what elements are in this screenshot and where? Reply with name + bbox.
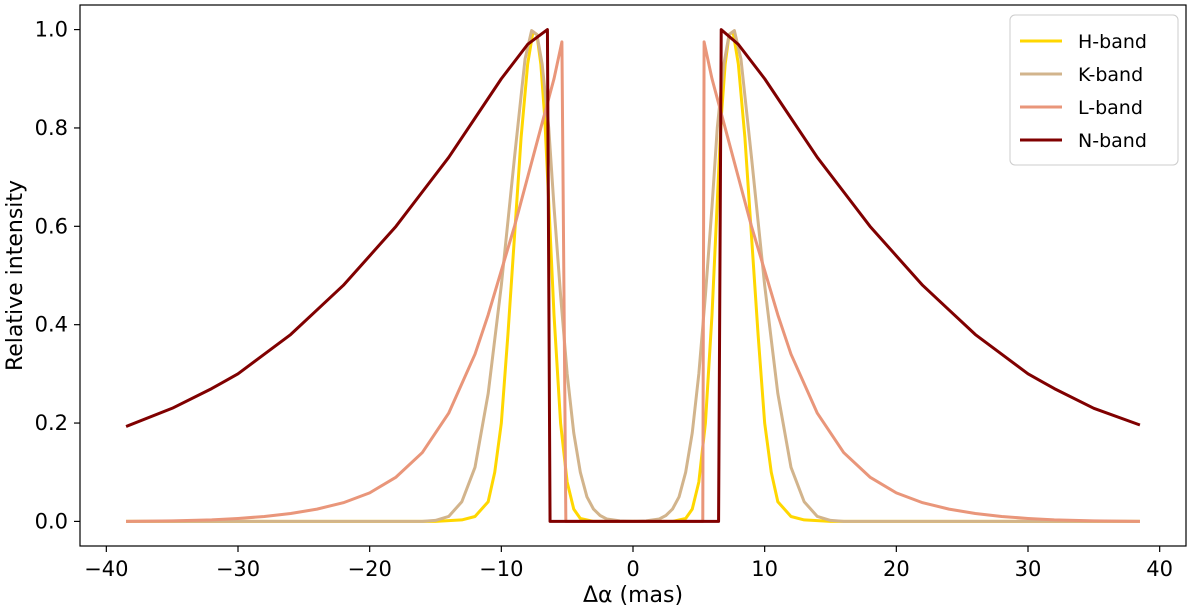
y-axis-ticks: 0.0 0.2 0.4 0.6 0.8 1.0 (35, 18, 80, 533)
y-tick-label: 0.0 (35, 509, 68, 533)
legend-label-k-band: K-band (1078, 64, 1143, 86)
x-axis-ticks: −40 −30 −20 −10 0 10 20 30 40 (84, 546, 1173, 581)
x-tick-label: 20 (883, 557, 910, 581)
series-line-h-band (126, 30, 1140, 523)
x-tick-label: −20 (348, 557, 392, 581)
x-axis-label: Δα (mas) (583, 583, 683, 608)
x-tick-label: −40 (84, 557, 128, 581)
y-tick-label: 0.4 (35, 313, 68, 337)
y-tick-label: 0.8 (35, 116, 68, 140)
x-tick-label: 40 (1146, 557, 1173, 581)
legend-box (1009, 14, 1179, 166)
x-tick-label: −30 (216, 557, 260, 581)
series-layer (125, 28, 1141, 523)
x-tick-label: 0 (626, 557, 639, 581)
legend-label-n-band: N-band (1078, 130, 1147, 152)
x-tick-label: −10 (479, 557, 523, 581)
legend-label-h-band: H-band (1078, 31, 1147, 53)
x-tick-label: 30 (1015, 557, 1042, 581)
y-axis-label: Relative intensity (3, 180, 28, 371)
series-line-l-band (126, 40, 1140, 523)
legend-label-l-band: L-band (1078, 97, 1143, 119)
y-tick-label: 1.0 (35, 18, 68, 42)
x-tick-label: 10 (751, 557, 778, 581)
legend: H-band K-band L-band N-band (1009, 14, 1179, 166)
y-tick-label: 0.2 (35, 411, 68, 435)
series-line-n-band (125, 28, 1141, 523)
y-tick-label: 0.6 (35, 214, 68, 238)
series-line-k-band (126, 29, 1140, 523)
